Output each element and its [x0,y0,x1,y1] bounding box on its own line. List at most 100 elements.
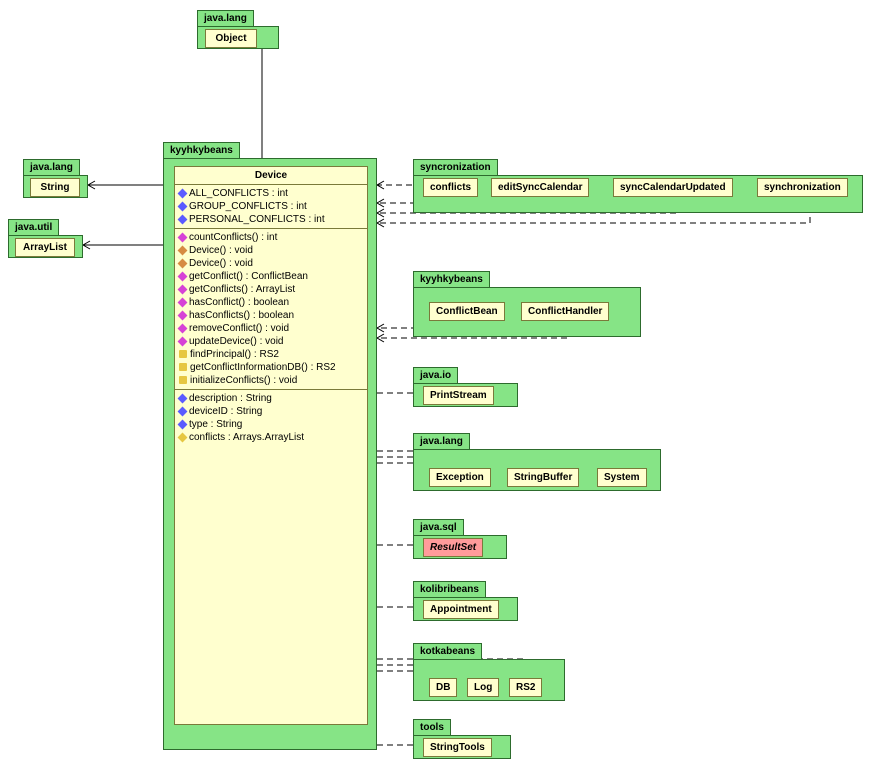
class-title: ConflictHandler [522,303,608,320]
member-text: getConflictInformationDB() : RS2 [190,362,336,373]
class-title: editSyncCalendar [492,179,588,196]
member-text: PERSONAL_CONFLICTS : int [189,214,325,225]
member-text: type : String [189,419,242,430]
device-methods-section: countConflicts() : int Device() : void Dev… [175,229,367,390]
method-row: Device() : void [175,244,367,257]
method-row: getConflict() : ConflictBean [175,270,367,283]
class-title: Device [175,167,367,185]
class-resultset: ResultSet [423,538,483,557]
class-conflicts: conflicts [423,178,478,197]
fieldy-icon [178,432,188,442]
class-arraylist: ArrayList [15,238,75,257]
member-text: hasConflict() : boolean [189,297,289,308]
package-label: syncronization [413,159,498,175]
const-icon [178,201,188,211]
member-text: Device() : void [189,245,253,256]
class-stringbuffer: StringBuffer [507,468,579,487]
package-label: kyyhkybeans [413,271,490,287]
package-label: java.util [8,219,59,235]
field-row: conflicts : Arrays.ArrayList [175,431,367,444]
const-icon [178,214,188,224]
method-icon [178,271,188,281]
package-javautil: java.util ArrayList [8,235,83,258]
package-javalang-top: java.lang Object [197,26,279,49]
class-conflictbean: ConflictBean [429,302,505,321]
class-title: Object [206,30,256,47]
class-title: PrintStream [424,387,493,404]
package-label: java.lang [197,10,254,26]
package-label: kotkabeans [413,643,482,659]
member-text: hasConflicts() : boolean [189,310,294,321]
class-string: String [30,178,80,197]
package-kotkabeans: kotkabeans DB Log RS2 [413,659,565,701]
class-synchronization: synchronization [757,178,848,197]
class-title: Appointment [424,601,498,618]
member-text: Device() : void [189,258,253,269]
member-text: getConflict() : ConflictBean [189,271,308,282]
class-exception: Exception [429,468,491,487]
ctor-icon [178,258,188,268]
field-icon [178,393,188,403]
method-row: removeConflict() : void [175,322,367,335]
package-label: java.lang [23,159,80,175]
member-text: updateDevice() : void [189,336,284,347]
package-kyyhkybeans-main: kyyhkybeans Device ALL_CONFLICTS : int G… [163,158,377,750]
method-row: initializeConflicts() : void [175,374,367,387]
class-title: String [31,179,79,196]
package-kolibribeans: kolibribeans Appointment [413,597,518,621]
class-title: RS2 [510,679,541,696]
package-label: java.lang [413,433,470,449]
field-icon [178,406,188,416]
device-constants-section: ALL_CONFLICTS : int GROUP_CONFLICTS : in… [175,185,367,229]
package-label: tools [413,719,451,735]
class-title: syncCalendarUpdated [614,179,732,196]
package-label: kyyhkybeans [163,142,240,158]
package-label: kolibribeans [413,581,486,597]
method-row: hasConflict() : boolean [175,296,367,309]
class-title: ArrayList [16,239,74,256]
package-javalang-left: java.lang String [23,175,88,198]
class-title: ResultSet [424,539,482,556]
package-javasql: java.sql ResultSet [413,535,507,559]
field-row: description : String [175,392,367,405]
member-text: removeConflict() : void [189,323,289,334]
method-icon [178,323,188,333]
method-icon [178,336,188,346]
member-text: GROUP_CONFLICTS : int [189,201,307,212]
package-javaio: java.io PrintStream [413,383,518,407]
member-text: description : String [189,393,272,404]
class-object: Object [205,29,257,48]
field-icon [178,419,188,429]
class-title: StringTools [424,739,491,756]
class-title: Exception [430,469,490,486]
class-title: System [598,469,646,486]
package-label: java.io [413,367,458,383]
method-row: hasConflicts() : boolean [175,309,367,322]
class-log: Log [467,678,499,697]
package-javalang-right: java.lang Exception StringBuffer System [413,449,661,491]
class-editsynccalendar: editSyncCalendar [491,178,589,197]
class-stringtools: StringTools [423,738,492,757]
class-title: conflicts [424,179,477,196]
const-icon [178,188,188,198]
method-icon [178,297,188,307]
method-row: countConflicts() : int [175,231,367,244]
class-rs2: RS2 [509,678,542,697]
member-text: getConflicts() : ArrayList [189,284,295,295]
prot-icon [179,350,187,358]
const-row: ALL_CONFLICTS : int [175,187,367,200]
method-icon [178,232,188,242]
class-system: System [597,468,647,487]
class-conflicthandler: ConflictHandler [521,302,609,321]
method-row: getConflictInformationDB() : RS2 [175,361,367,374]
member-text: findPrincipal() : RS2 [190,349,279,360]
method-icon [178,310,188,320]
class-device: Device ALL_CONFLICTS : int GROUP_CONFLIC… [174,166,368,725]
method-row: findPrincipal() : RS2 [175,348,367,361]
member-text: countConflicts() : int [189,232,277,243]
class-db: DB [429,678,457,697]
prot-icon [179,363,187,371]
class-title: ConflictBean [430,303,504,320]
method-row: Device() : void [175,257,367,270]
const-row: PERSONAL_CONFLICTS : int [175,213,367,226]
